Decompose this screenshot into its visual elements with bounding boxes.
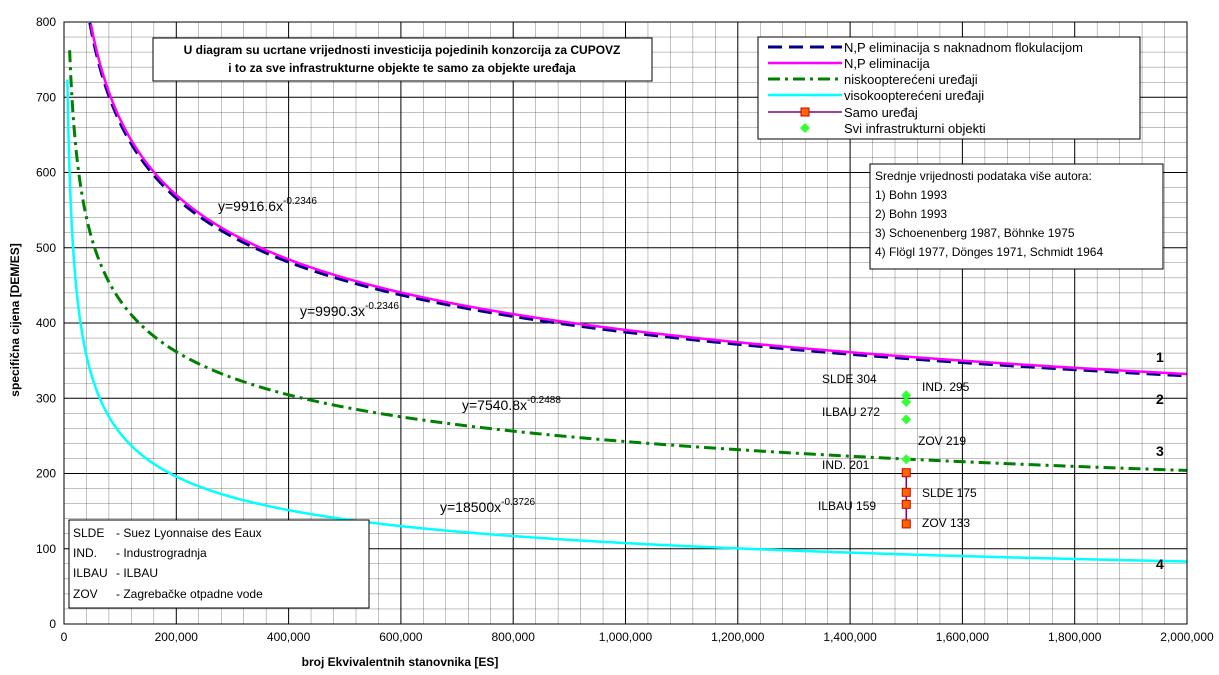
x-tick-label: 200,000 bbox=[155, 630, 199, 644]
legend-label: N,P eliminacija bbox=[844, 56, 931, 71]
series-line-1 bbox=[88, 22, 1188, 378]
abbreviation-key: SLDE bbox=[73, 526, 104, 540]
abbreviation-text: - ILBAU bbox=[116, 566, 158, 580]
abbreviation-text: - Zagrebačke otpadne vode bbox=[116, 587, 263, 601]
equation-label-1: y=9916.6x-0.2346 bbox=[218, 196, 317, 214]
y-axis-title: specifična cijena [DEM/ES] bbox=[8, 243, 22, 396]
legend-label: Svi infrastrukturni objekti bbox=[844, 121, 986, 136]
point-label-zov-133: ZOV 133 bbox=[922, 516, 970, 530]
abbreviation-key: ILBAU bbox=[73, 566, 108, 580]
curve-label-1: 1 bbox=[1156, 349, 1164, 365]
x-tick-label: 1,600,000 bbox=[936, 630, 990, 644]
title-line-1: U diagram su ucrtane vrijednosti investi… bbox=[184, 43, 621, 57]
y-tick-label: 500 bbox=[36, 241, 56, 255]
equation-label-3: y=7540.8x-0.2488 bbox=[462, 395, 561, 413]
x-tick-label: 600,000 bbox=[379, 630, 423, 644]
legend-label: niskoopterećeni uređaji bbox=[844, 72, 978, 87]
y-tick-label: 200 bbox=[36, 467, 56, 481]
abbreviations-box: SLDE - Suez Lyonnaise des Eaux IND. - In… bbox=[68, 519, 370, 609]
reference-item: 4) Flögl 1977, Dönges 1971, Schmidt 1964 bbox=[875, 245, 1103, 259]
svi-objekti-marker bbox=[901, 390, 912, 401]
point-label-slde-304: SLDE 304 bbox=[822, 372, 877, 386]
data-points bbox=[901, 390, 912, 529]
svi-objekti-marker bbox=[901, 397, 912, 408]
samo-uredaj-marker bbox=[901, 499, 911, 509]
svi-objekti-marker bbox=[901, 454, 912, 465]
plot-area-frame bbox=[63, 21, 1188, 625]
references-box: Srednje vrijednosti podataka više autora… bbox=[869, 163, 1164, 270]
point-label-slde-175: SLDE 175 bbox=[922, 486, 977, 500]
legend-label: Samo uređaj bbox=[844, 105, 918, 120]
samo-uredaj-marker bbox=[901, 487, 911, 497]
point-label-ilbau-272: ILBAU 272 bbox=[822, 405, 880, 419]
svi-objekti-marker bbox=[901, 414, 912, 425]
point-label-zov-219: ZOV 219 bbox=[918, 434, 966, 448]
abbreviation-text: - Industrogradnja bbox=[116, 546, 207, 560]
title-box: U diagram su ucrtane vrijednosti investi… bbox=[152, 37, 653, 82]
x-tick-label: 400,000 bbox=[267, 630, 311, 644]
samo-uredaj-marker bbox=[901, 519, 911, 529]
curve-label-4: 4 bbox=[1156, 556, 1164, 572]
curve-label-3: 3 bbox=[1156, 443, 1164, 459]
series-line-4 bbox=[66, 79, 1188, 563]
point-label-ind-295: IND. 295 bbox=[922, 380, 970, 394]
y-tick-label: 600 bbox=[36, 166, 56, 180]
series-curves bbox=[66, 22, 1188, 563]
x-tick-label: 1,200,000 bbox=[711, 630, 765, 644]
samo-uredaj-marker bbox=[901, 468, 911, 478]
references-title: Srednje vrijednosti podataka više autora… bbox=[875, 169, 1092, 183]
curve-label-2: 2 bbox=[1156, 391, 1164, 407]
y-tick-label: 800 bbox=[36, 15, 56, 29]
y-tick-label: 0 bbox=[49, 617, 56, 631]
y-tick-label: 100 bbox=[36, 542, 56, 556]
y-tick-label: 700 bbox=[36, 90, 56, 104]
x-tick-label: 1,400,000 bbox=[823, 630, 877, 644]
equation-label-2: y=9990.3x-0.2346 bbox=[300, 301, 399, 319]
abbreviation-key: ZOV bbox=[73, 587, 98, 601]
y-tick-label: 300 bbox=[36, 391, 56, 405]
equation-label-4: y=18500x-0.3726 bbox=[440, 497, 535, 515]
x-tick-label: 800,000 bbox=[492, 630, 536, 644]
reference-item: 3) Schoenenberg 1987, Böhnke 1975 bbox=[875, 226, 1075, 240]
reference-item: 1) Bohn 1993 bbox=[875, 188, 947, 202]
x-tick-label: 2,000,000 bbox=[1160, 630, 1214, 644]
point-label-ind-201: IND. 201 bbox=[822, 458, 870, 472]
series-line-2 bbox=[89, 24, 1188, 376]
legend-swatch-marker bbox=[800, 123, 810, 133]
legend-label: N,P eliminacija s naknadnom flokulacijom bbox=[844, 40, 1083, 55]
legend: N,P eliminacija s naknadnom flokulacijom… bbox=[757, 36, 1141, 140]
legend-label: visokoopterećeni uređaji bbox=[844, 88, 984, 103]
legend-swatch-marker bbox=[800, 107, 810, 117]
x-tick-label: 1,800,000 bbox=[1048, 630, 1102, 644]
reference-item: 2) Bohn 1993 bbox=[875, 207, 947, 221]
title-line-2: i to za sve infrastrukturne objekte te s… bbox=[228, 61, 576, 75]
x-tick-label: 1,000,000 bbox=[599, 630, 653, 644]
x-axis-title: broj Ekvivalentnih stanovnika [ES] bbox=[302, 655, 499, 669]
axes: 0 200,000 400,000 600,000 800,000 1,000,000 1,… bbox=[36, 15, 1214, 644]
y-tick-label: 400 bbox=[36, 316, 56, 330]
abbreviation-key: IND. bbox=[73, 546, 97, 560]
x-tick-label: 0 bbox=[61, 630, 68, 644]
abbreviation-text: - Suez Lyonnaise des Eaux bbox=[116, 526, 262, 540]
point-label-ilbau-159: ILBAU 159 bbox=[818, 499, 876, 513]
